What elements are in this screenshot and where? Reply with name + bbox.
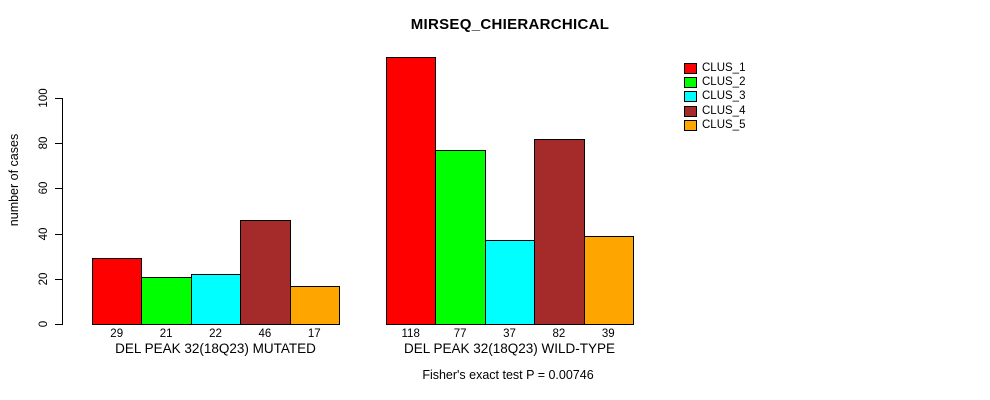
bar-clus_4 [240,220,291,325]
bar-value-label: 82 [552,328,566,340]
chart-title: MIRSEQ_CHIERARCHICAL [410,16,610,33]
bar-clus_1 [92,258,143,325]
legend-swatch [684,91,697,103]
bar-clus_5 [583,235,634,325]
bar-value-label: 21 [159,328,173,340]
group-label: DEL PEAK 32(18Q23) MUTATED [115,341,316,356]
y-axis-tick-label: 20 [38,272,50,286]
bar-value-label: 46 [258,328,272,340]
legend-swatch [684,62,697,74]
legend-swatch [684,77,697,89]
y-axis-tick [55,278,62,280]
legend-swatch [684,120,697,132]
fisher-test-annotation: Fisher's exact test P = 0.00746 [422,368,594,382]
legend-item: CLUS_3 [684,90,745,104]
legend-label: CLUS_2 [702,76,746,89]
y-axis-label: number of cases [7,133,21,227]
bar-clus_2 [435,149,486,325]
bar-value-label: 17 [307,328,321,340]
bar-clus_3 [190,274,242,325]
group-label: DEL PEAK 32(18Q23) WILD-TYPE [403,341,616,356]
legend: CLUS_1 CLUS_2 CLUS_3 CLUS_4 CLUS_5 [684,61,745,133]
legend-label: CLUS_4 [702,104,746,117]
y-axis-tick [55,324,62,325]
bar-value-label: 77 [453,328,467,340]
bar-clus_4 [534,138,585,325]
y-axis-tick [55,143,62,145]
legend-swatch [684,105,697,117]
bar-value-label: 37 [503,328,516,340]
y-axis-tick [55,98,62,99]
legend-label: CLUS_1 [702,61,746,74]
y-axis-tick-label: 80 [38,136,50,150]
bar-value-label: 118 [401,328,420,340]
y-axis-tick-label: 100 [38,88,50,108]
legend-item: CLUS_5 [684,119,745,133]
legend-item: CLUS_1 [684,61,745,75]
bar-value-label: 22 [209,328,222,340]
legend-item: CLUS_4 [684,104,745,118]
bar-clus_5 [289,285,340,325]
legend-label: CLUS_3 [702,90,746,103]
legend-item: CLUS_2 [684,75,745,89]
bar-clus_3 [484,240,536,325]
y-axis-tick [55,233,62,235]
bar-value-label: 29 [110,328,124,340]
y-axis-tick [55,188,62,190]
bar-clus_1 [386,57,437,325]
y-axis-tick-label: 0 [38,320,50,328]
y-axis-line [62,98,63,325]
y-axis-tick-label: 40 [38,227,50,240]
bar-clus_2 [141,276,192,325]
y-axis-tick-label: 60 [38,181,50,195]
bar-value-label: 39 [601,328,615,340]
legend-label: CLUS_5 [702,119,746,132]
